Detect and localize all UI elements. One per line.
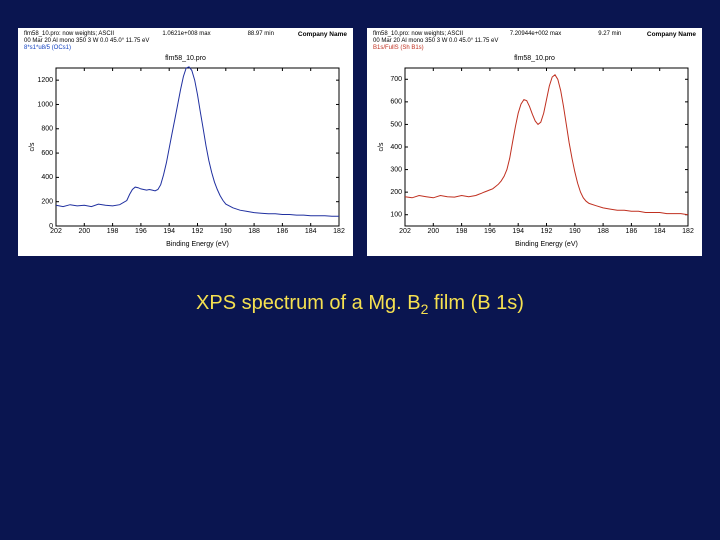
chart-header-right-r: Company Name	[647, 31, 696, 53]
svg-text:c/s: c/s	[29, 142, 36, 151]
chart-header-mid2: 88.97 min	[228, 31, 294, 38]
chart-header-left: flm58_10.pro: now weights; ASCII 00 Mar …	[18, 28, 353, 53]
svg-text:186: 186	[277, 228, 289, 235]
svg-text:196: 196	[484, 228, 496, 235]
svg-text:188: 188	[248, 228, 260, 235]
slide-caption: XPS spectrum of a Mg. B2 film (B 1s)	[0, 292, 720, 317]
svg-text:190: 190	[220, 228, 232, 235]
svg-text:500: 500	[390, 121, 402, 128]
svg-text:200: 200	[390, 189, 402, 196]
svg-text:400: 400	[390, 144, 402, 151]
svg-text:400: 400	[41, 174, 53, 181]
chart-svg-right: 100 200 300 400 500 600 700 202 200 198 196 194 192 1…	[375, 64, 694, 248]
svg-text:200: 200	[427, 228, 439, 235]
charts-row: flm58_10.pro: now weights; ASCII 00 Mar …	[18, 28, 702, 256]
caption-part2: film (B 1s)	[428, 292, 524, 314]
svg-text:200: 200	[41, 199, 53, 206]
svg-text:300: 300	[390, 166, 402, 173]
svg-text:194: 194	[163, 228, 175, 235]
caption-part1: XPS spectrum of a Mg. B	[196, 292, 421, 314]
chart-header-left-leftcol: flm58_10.pro: now weights; ASCII 00 Mar …	[24, 31, 149, 53]
svg-text:800: 800	[41, 126, 53, 133]
chart-header-line3: 8*s1*u8/5 (OCs1)	[24, 45, 149, 52]
svg-text:186: 186	[626, 228, 638, 235]
chart-header-midcol2-r: 9.27 min	[573, 31, 647, 53]
svg-text:Binding Energy (eV): Binding Energy (eV)	[166, 241, 229, 248]
svg-text:182: 182	[682, 228, 694, 235]
svg-text:202: 202	[399, 228, 411, 235]
slide: flm58_10.pro: now weights; ASCII 00 Mar …	[0, 0, 720, 540]
plot-wrap-left: 0200400600800100012002022001981961941921…	[26, 64, 345, 248]
chart-header-midcol: 1.0621e+008 max	[149, 31, 223, 53]
chart-header-line2: 00 Mar 20 Al mono 350 3 W 0.0 45.0° 11.7…	[24, 38, 149, 45]
svg-text:700: 700	[390, 76, 402, 83]
svg-text:194: 194	[512, 228, 524, 235]
svg-text:192: 192	[541, 228, 553, 235]
chart-title-right: flm58_10.pro	[367, 55, 702, 62]
svg-text:100: 100	[390, 212, 402, 219]
svg-text:200: 200	[78, 228, 90, 235]
svg-text:198: 198	[107, 228, 119, 235]
chart-title-left: flm58_10.pro	[18, 55, 353, 62]
svg-text:600: 600	[41, 150, 53, 157]
chart-header-line1: flm58_10.pro: now weights; ASCII	[24, 31, 149, 38]
svg-text:184: 184	[305, 228, 317, 235]
svg-text:192: 192	[192, 228, 204, 235]
chart-header-right-panel: flm58_10.pro: now weights; ASCII 00 Mar …	[367, 28, 702, 53]
svg-text:196: 196	[135, 228, 147, 235]
chart-svg-left: 0200400600800100012002022001981961941921…	[26, 64, 345, 248]
svg-text:198: 198	[456, 228, 468, 235]
chart-header-mid1: 1.0621e+008 max	[153, 31, 219, 38]
chart-header-midcol-r: 7.20944e+002 max	[498, 31, 572, 53]
chart-panel-right: flm58_10.pro: now weights; ASCII 00 Mar …	[367, 28, 702, 256]
chart-header-line1-r: flm58_10.pro: now weights; ASCII	[373, 31, 498, 38]
chart-header-line3-r: B1s/FullS (Sh B1s)	[373, 45, 498, 52]
chart-header-line2-r: 00 Mar 20 Al mono 350 3 W 0.0 45.0° 11.7…	[373, 38, 498, 45]
chart-panel-left: flm58_10.pro: now weights; ASCII 00 Mar …	[18, 28, 353, 256]
svg-text:Binding Energy (eV): Binding Energy (eV)	[515, 241, 578, 248]
chart-header-mid1-r: 7.20944e+002 max	[502, 31, 568, 38]
svg-text:600: 600	[390, 99, 402, 106]
svg-text:188: 188	[597, 228, 609, 235]
plot-wrap-right: 100 200 300 400 500 600 700 202 200 198 196 194 192 1…	[375, 64, 694, 248]
svg-text:202: 202	[50, 228, 62, 235]
svg-text:1000: 1000	[37, 101, 53, 108]
chart-header-midcol2: 88.97 min	[224, 31, 298, 53]
svg-text:1200: 1200	[37, 77, 53, 84]
svg-text:c/s: c/s	[378, 142, 385, 151]
svg-text:182: 182	[333, 228, 345, 235]
chart-header-right-leftcol: flm58_10.pro: now weights; ASCII 00 Mar …	[373, 31, 498, 53]
chart-header-right: Company Name	[298, 31, 347, 53]
svg-text:184: 184	[654, 228, 666, 235]
chart-header-mid2-r: 9.27 min	[577, 31, 643, 38]
svg-text:190: 190	[569, 228, 581, 235]
